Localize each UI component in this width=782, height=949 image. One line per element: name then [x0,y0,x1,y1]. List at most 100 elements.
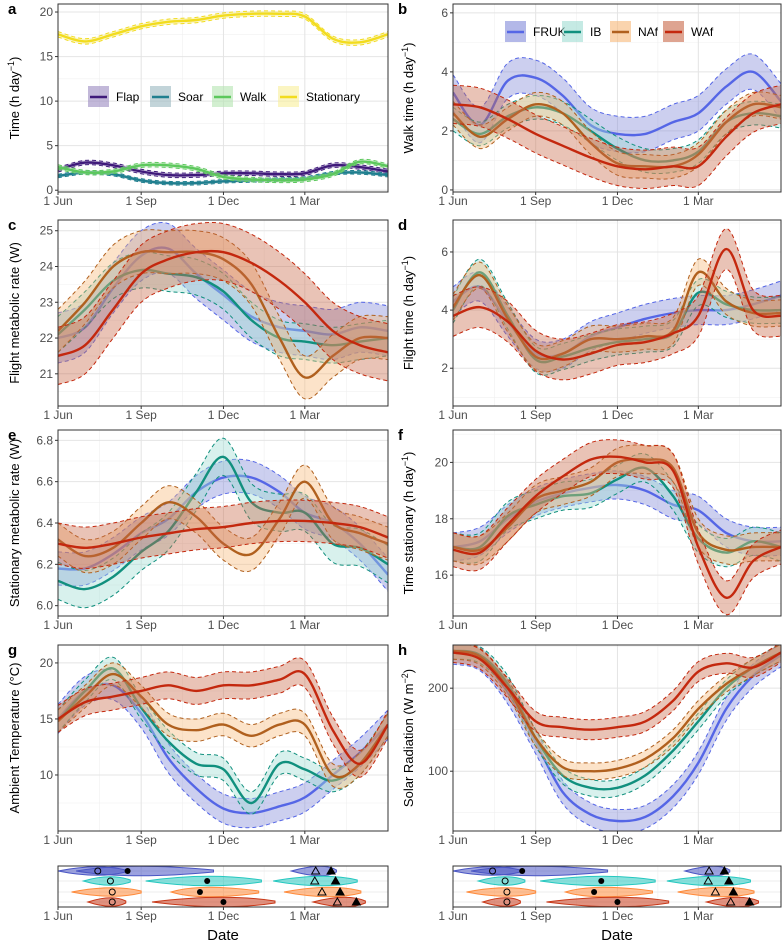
legend-key-soar: Soar [150,86,203,107]
y-tick-label: 6.8 [36,433,53,447]
panel-e: 1 Jun 1 Sep 1 Dec 1 Mar 6.0 6.2 6.4 6.6 6.8 eStat… [7,427,389,632]
y-tick-label: 6 [441,245,448,259]
series-line-naf [453,270,781,361]
panel-letter: h [398,642,407,659]
x-tick-label: 1 Mar [683,408,714,422]
y-axis-label-end: ) [7,57,22,61]
y-tick-label: 18 [435,512,449,526]
legend-label: Walk [240,90,267,104]
y-tick-label: 0 [441,183,448,197]
y-tick-label: 20 [40,656,54,670]
departure-median-marker [108,898,116,906]
band-lower-walk [58,163,388,184]
band-upper-naf [453,91,781,157]
violin-row-ib [476,875,751,887]
confidence-band-ib [453,259,781,376]
legend-key-ib: IB [562,21,601,42]
y-axis-label-end: ) [401,452,416,456]
series-line-flap [58,161,388,177]
x-tick-label: 1 Dec [208,194,239,208]
series-line-waf [453,651,781,731]
series-line-naf [58,672,388,779]
band-upper-waf [58,221,388,328]
confidence-band-naf [58,465,388,573]
legend-label: Soar [178,90,203,104]
band-lower-naf [453,284,781,373]
y-tick-label: 6.4 [36,516,53,530]
series-line-naf [58,249,388,379]
y-axis-label-text: Ambient Temperature (°C) [7,663,22,814]
confidence-band-naf [453,258,781,373]
series-line-naf [453,457,781,553]
series-group [453,228,781,381]
departure-median-marker [501,877,509,885]
x-tick-label: 1 Jun [438,833,467,847]
plot-border [452,3,782,193]
y-axis-label-end: ) [401,43,416,47]
y-axis-label: Walk time (h day−1) [400,43,416,154]
y-axis-label-superscript: −1 [6,61,16,71]
band-lower-naf [58,497,388,574]
y-tick-label: 23 [40,295,54,309]
arrival-median-marker [519,868,526,874]
legend-key-fruk: FRUK [505,21,566,42]
y-axis-label-superscript: −1 [400,456,410,466]
band-upper-naf [58,229,388,357]
y-tick-label: 15 [40,712,54,726]
series-group [58,221,388,400]
series-line-waf [58,249,388,358]
band-lower-fruk [58,272,388,364]
confidence-band-waf [453,645,781,740]
panel-letter: d [398,217,407,234]
spring-arrival-marker [351,896,362,906]
band-upper-fruk [453,53,781,118]
panel-letter: g [8,642,17,659]
series-group [58,10,388,186]
x-tick-label: 1 Jun [438,618,467,632]
y-axis-label-end: ) [401,256,416,260]
confidence-band-fruk [58,459,388,592]
violin-autumn-arrival [145,875,262,887]
x-tick-label: 1 Sep [520,618,552,632]
legend-key-walk: Walk [212,86,267,107]
violin-autumn-departure [466,887,537,897]
panel-h: 1 Jun 1 Sep 1 Dec 1 Mar 100 200 h Solar Radiati… [398,642,782,847]
spring-departure-marker [317,886,327,896]
spring-arrival-marker [728,886,739,896]
y-tick-label: 6.0 [36,599,53,613]
x-tick-label: 1 Sep [520,833,552,847]
legend-label: Stationary [306,90,360,104]
panel-d: 1 Jun 1 Sep 1 Dec 1 Mar 2 4 6 d Flight time (h d… [398,217,782,422]
band-upper-ib [474,645,781,782]
series-group [453,439,781,616]
x-tick-label: 1 Sep [520,194,552,208]
departure-median-marker [106,877,114,885]
y-tick-label: 20 [435,455,449,469]
violin-row-fruk [452,865,731,877]
arrival-median-marker [204,878,211,884]
legend: FRUK IB NAf WAf [505,21,714,42]
spring-arrival-marker [330,875,341,885]
y-axis-label: Flight time (h day−1) [400,256,416,370]
violin-autumn-arrival [169,886,260,898]
migration-timing-strip-h: 1 Jun 1 Sep 1 Dec 1 Mar Date [438,865,782,944]
y-tick-label: 4 [441,65,448,79]
series-line-waf [58,519,388,550]
y-tick-label: 22 [40,331,54,345]
violin-autumn-arrival [75,865,215,877]
confidence-band-ib [58,438,388,608]
x-tick-label: 1 Dec [208,833,239,847]
violin-row-ib [81,875,358,887]
y-tick-label: 25 [40,224,54,238]
violin-autumn-arrival [563,886,653,898]
violin-row-naf [71,886,362,898]
panel-a: 1 Jun 1 Sep 1 Dec 1 Mar 0 5 10 15 20 a Time (h day… [6,1,389,208]
y-axis-label-text: Solar Radiation (W m [401,684,416,808]
plot-border [452,865,782,908]
band-lower-naf [58,684,388,789]
band-upper-naf [470,645,781,764]
y-tick-label: 4 [441,303,448,317]
arrival-median-marker [614,899,621,905]
band-lower-fruk [58,491,388,592]
plot-border [57,644,389,832]
